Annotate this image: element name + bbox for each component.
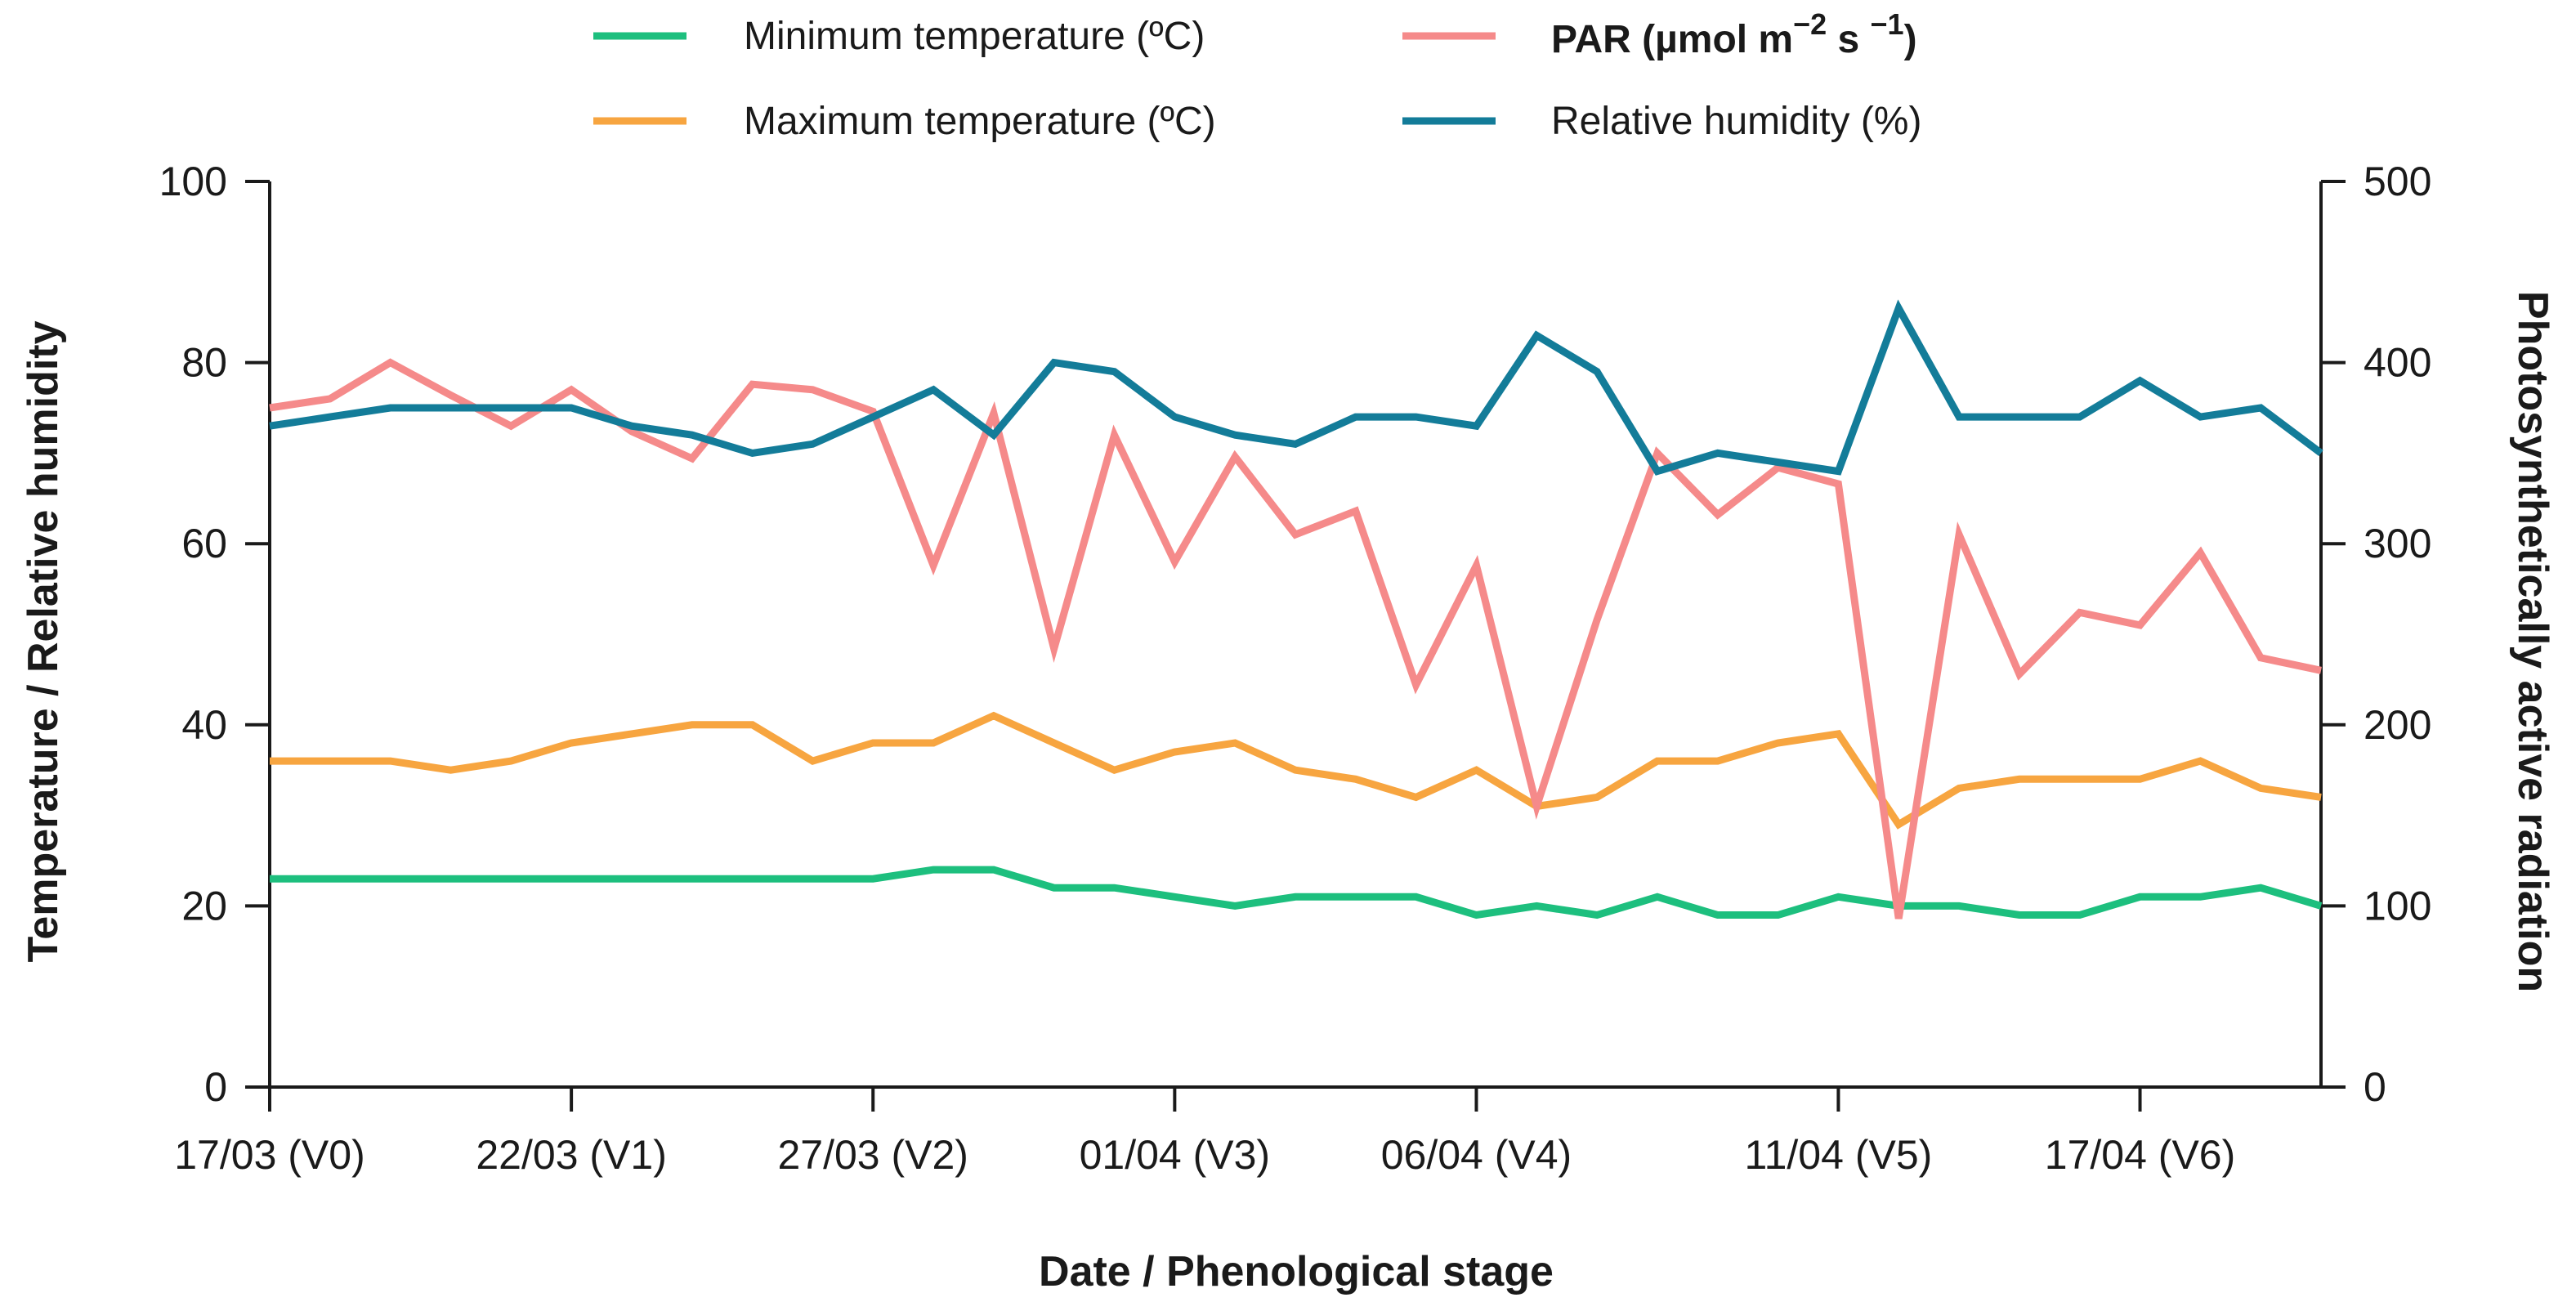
y-right-tick-label-200: 200 bbox=[2364, 702, 2431, 748]
x-tick-label-2: 27/03 (V2) bbox=[777, 1132, 968, 1178]
y-axis-left-title: Temperature / Relative humidity bbox=[20, 320, 67, 962]
legend-par-exp2: −1 bbox=[1871, 7, 1904, 41]
legend-label-rh: Relative humidity (%) bbox=[1551, 100, 1921, 143]
y-left-tick-label-0: 0 bbox=[204, 1064, 227, 1110]
x-axis-title: Date / Phenological stage bbox=[1039, 1248, 1554, 1295]
legend-label-par: PAR (µmol m−2 s −1) bbox=[1551, 7, 1917, 61]
series-line-minimum-temperature-c bbox=[270, 866, 2323, 919]
y-right-tick-label-0: 0 bbox=[2364, 1064, 2386, 1110]
y-left-tick-label-60: 60 bbox=[181, 521, 227, 566]
series-layer bbox=[269, 299, 2323, 919]
legend-item-par: PAR (µmol m−2 s −1) bbox=[1402, 7, 1917, 61]
y-right-tick-label-300: 300 bbox=[2364, 521, 2431, 566]
x-tick-label-4: 06/04 (V4) bbox=[1381, 1132, 1572, 1178]
legend-label-min-temp: Minimum temperature (ºC) bbox=[744, 15, 1205, 58]
legend-par-mid: s bbox=[1827, 18, 1870, 61]
legend-label-max-temp: Maximum temperature (ºC) bbox=[744, 100, 1216, 143]
y-right-tick-label-100: 100 bbox=[2364, 883, 2431, 928]
legend: Minimum temperature (ºC) PAR (µmol m−2 s… bbox=[593, 7, 1921, 143]
y-left-tick-label-40: 40 bbox=[181, 702, 227, 748]
series-line-maximum-temperature-c bbox=[270, 711, 2322, 830]
x-tick-label-6: 17/04 (V6) bbox=[2045, 1132, 2235, 1178]
legend-par-prefix: PAR (µmol m bbox=[1551, 18, 1793, 61]
legend-par-suffix: ) bbox=[1904, 18, 1917, 61]
axes: 0 20 40 60 80 100 0 100 200 300 400 500 17/03 (V0) 22… bbox=[159, 159, 2432, 1178]
legend-par-exp1: −2 bbox=[1793, 7, 1827, 41]
x-tick-label-3: 01/04 (V3) bbox=[1080, 1132, 1270, 1178]
x-tick-label-5: 11/04 (V5) bbox=[1745, 1132, 1933, 1178]
y-left-tick-label-20: 20 bbox=[181, 883, 227, 928]
legend-item-max-temp: Maximum temperature (ºC) bbox=[593, 100, 1216, 143]
x-tick-label-1: 22/03 (V1) bbox=[476, 1132, 666, 1178]
legend-item-rh: Relative humidity (%) bbox=[1402, 100, 1921, 143]
y-right-tick-label-500: 500 bbox=[2364, 159, 2431, 204]
series-line-relative-humidity bbox=[269, 299, 2323, 476]
y-axis-right-title: Photosynthetically active radiation bbox=[2509, 291, 2556, 992]
x-tick-label-0: 17/03 (V0) bbox=[174, 1132, 364, 1178]
legend-item-min-temp: Minimum temperature (ºC) bbox=[593, 15, 1205, 58]
y-right-tick-label-400: 400 bbox=[2364, 340, 2431, 386]
y-left-tick-label-100: 100 bbox=[159, 159, 227, 204]
y-left-tick-label-80: 80 bbox=[181, 340, 227, 386]
